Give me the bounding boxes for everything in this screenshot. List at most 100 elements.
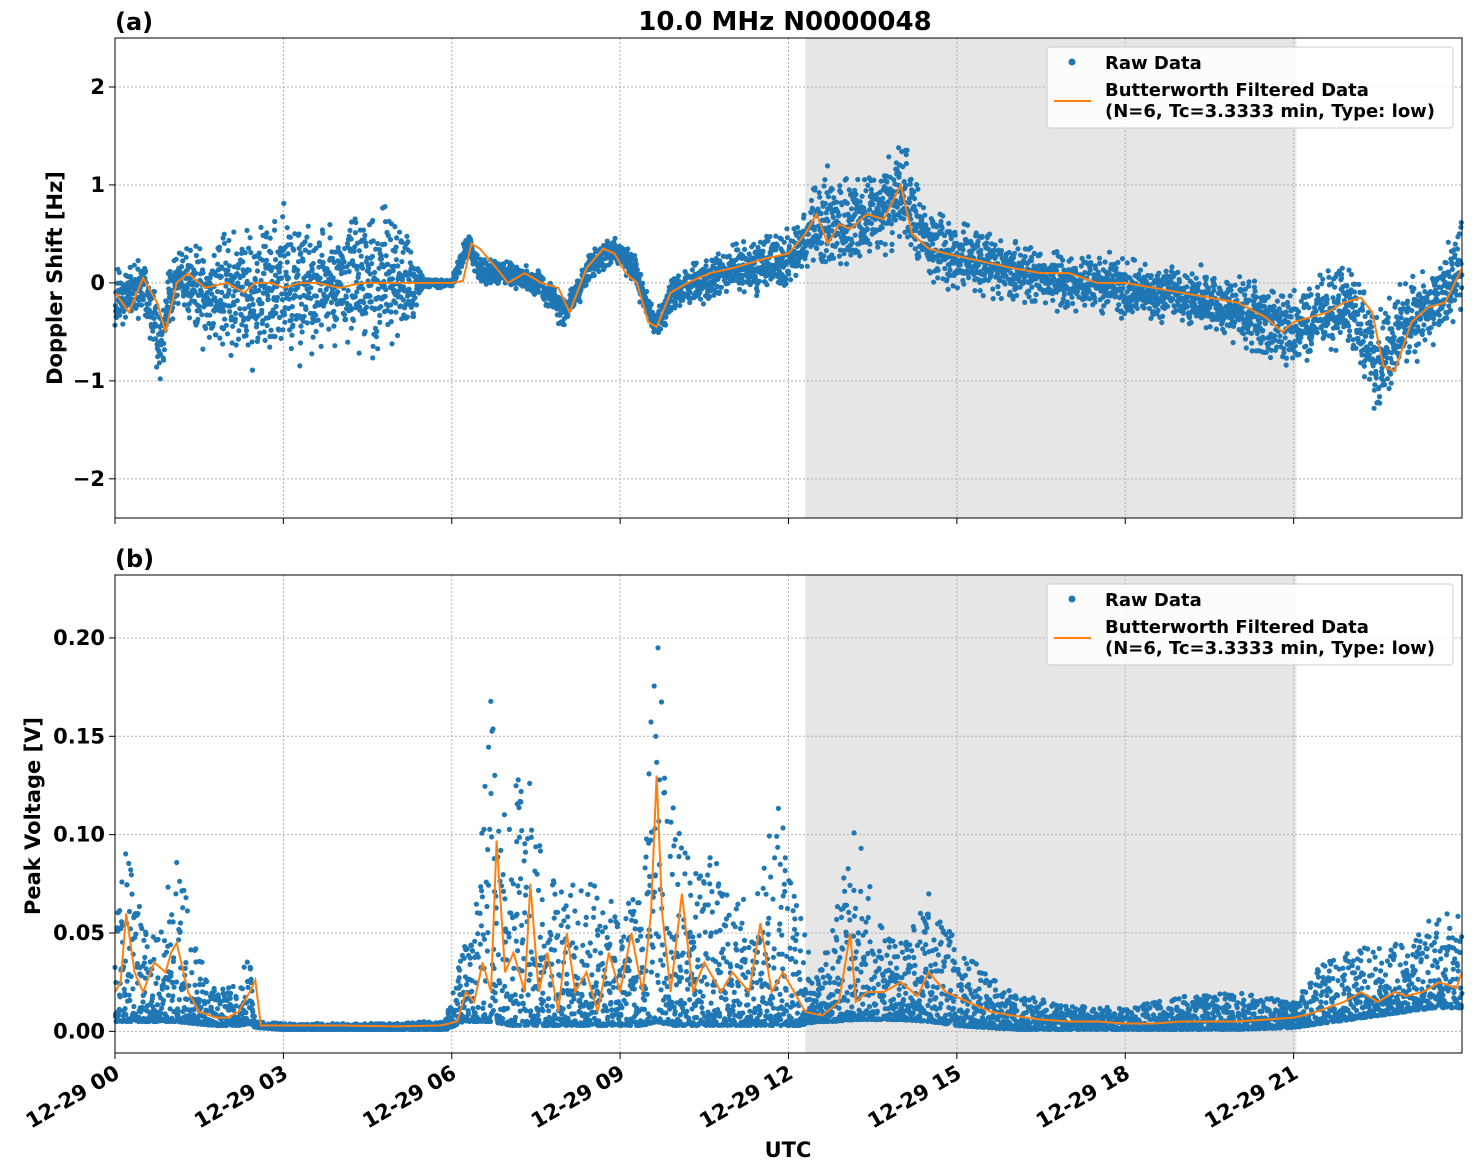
raw-data-point bbox=[391, 287, 398, 293]
raw-data-point bbox=[186, 307, 192, 314]
raw-data-point bbox=[304, 234, 310, 240]
raw-data-point bbox=[355, 264, 361, 270]
raw-data-point bbox=[405, 239, 411, 245]
raw-data-point bbox=[230, 323, 236, 329]
raw-data-point bbox=[203, 325, 209, 331]
raw-data-point bbox=[998, 295, 1004, 302]
raw-data-point bbox=[258, 277, 264, 284]
raw-data-point bbox=[224, 331, 231, 337]
raw-data-point bbox=[700, 301, 707, 307]
raw-data-point bbox=[259, 307, 265, 313]
raw-data-point bbox=[231, 229, 237, 235]
raw-data-point bbox=[1015, 246, 1021, 252]
raw-data-point bbox=[245, 342, 251, 348]
raw-data-point bbox=[742, 246, 748, 252]
raw-data-point bbox=[239, 246, 245, 252]
raw-data-point bbox=[886, 154, 892, 160]
raw-data-point bbox=[223, 322, 229, 328]
raw-data-point bbox=[648, 301, 654, 307]
raw-data-point bbox=[347, 227, 353, 233]
raw-data-point bbox=[1242, 336, 1249, 342]
raw-data-point bbox=[128, 274, 134, 280]
raw-data-point bbox=[1131, 257, 1138, 263]
raw-data-point bbox=[925, 226, 931, 233]
raw-data-point bbox=[116, 269, 122, 276]
raw-data-point bbox=[276, 314, 283, 321]
raw-data-point bbox=[117, 312, 123, 318]
raw-data-point bbox=[258, 282, 264, 289]
raw-data-point bbox=[1230, 340, 1236, 346]
raw-data-point bbox=[1159, 313, 1166, 319]
raw-data-point bbox=[859, 193, 865, 199]
raw-data-point bbox=[916, 253, 922, 259]
raw-data-point bbox=[243, 332, 249, 339]
raw-data-point bbox=[343, 316, 349, 322]
raw-data-point bbox=[960, 229, 967, 235]
raw-data-point bbox=[1054, 249, 1060, 255]
raw-data-point bbox=[1248, 330, 1254, 336]
raw-data-point bbox=[394, 332, 401, 339]
raw-data-point bbox=[404, 233, 410, 239]
raw-data-point bbox=[756, 278, 763, 284]
raw-data-point bbox=[407, 260, 413, 266]
raw-data-point bbox=[375, 286, 381, 292]
raw-data-point bbox=[329, 289, 335, 295]
raw-data-point bbox=[923, 222, 929, 228]
raw-data-point bbox=[247, 235, 253, 241]
raw-data-point bbox=[193, 270, 199, 276]
raw-data-point bbox=[824, 163, 831, 169]
raw-data-point bbox=[408, 249, 414, 255]
raw-data-point bbox=[389, 276, 396, 282]
raw-data-point bbox=[140, 297, 146, 303]
raw-data-point bbox=[216, 244, 222, 250]
raw-data-point bbox=[819, 240, 825, 246]
raw-data-point bbox=[1361, 289, 1367, 295]
raw-data-point bbox=[173, 256, 179, 262]
raw-data-point bbox=[812, 185, 818, 191]
raw-data-point bbox=[1306, 305, 1312, 311]
raw-data-point bbox=[160, 307, 166, 313]
raw-data-point bbox=[1284, 299, 1291, 306]
raw-data-point bbox=[1246, 279, 1252, 285]
raw-data-point bbox=[254, 321, 260, 327]
raw-data-point bbox=[220, 326, 227, 332]
raw-data-point bbox=[206, 334, 212, 340]
raw-data-point bbox=[1374, 314, 1380, 321]
raw-data-point bbox=[241, 315, 247, 321]
raw-data-point bbox=[200, 346, 206, 352]
raw-data-point bbox=[1355, 311, 1361, 317]
raw-data-point bbox=[323, 286, 329, 293]
raw-data-point bbox=[226, 263, 232, 269]
raw-data-point bbox=[879, 225, 885, 231]
raw-data-point bbox=[625, 246, 631, 252]
raw-data-point bbox=[863, 188, 869, 194]
raw-data-point bbox=[262, 337, 268, 343]
raw-data-point bbox=[243, 323, 249, 329]
raw-data-point bbox=[1272, 333, 1278, 339]
raw-data-point bbox=[254, 260, 260, 266]
raw-data-point bbox=[179, 251, 185, 257]
raw-data-point bbox=[675, 273, 682, 279]
raw-data-point bbox=[1267, 354, 1274, 361]
raw-data-point bbox=[295, 259, 302, 265]
raw-data-point bbox=[786, 271, 792, 277]
raw-data-point bbox=[234, 271, 240, 277]
raw-data-point bbox=[1189, 271, 1195, 277]
raw-data-point bbox=[201, 258, 207, 264]
raw-data-point bbox=[1033, 291, 1039, 298]
raw-data-point bbox=[978, 247, 984, 253]
raw-data-point bbox=[1011, 250, 1018, 256]
raw-data-point bbox=[153, 311, 159, 317]
raw-data-point bbox=[281, 312, 288, 318]
raw-data-point bbox=[344, 240, 351, 247]
raw-data-point bbox=[348, 325, 354, 331]
raw-data-point bbox=[228, 272, 234, 278]
raw-data-point bbox=[1113, 265, 1119, 271]
raw-data-point bbox=[261, 329, 267, 335]
raw-data-point bbox=[1306, 286, 1312, 292]
raw-data-point bbox=[236, 328, 242, 334]
raw-data-point bbox=[120, 321, 126, 327]
raw-data-point bbox=[266, 315, 272, 321]
raw-data-point bbox=[404, 314, 410, 320]
raw-data-point bbox=[291, 247, 297, 253]
